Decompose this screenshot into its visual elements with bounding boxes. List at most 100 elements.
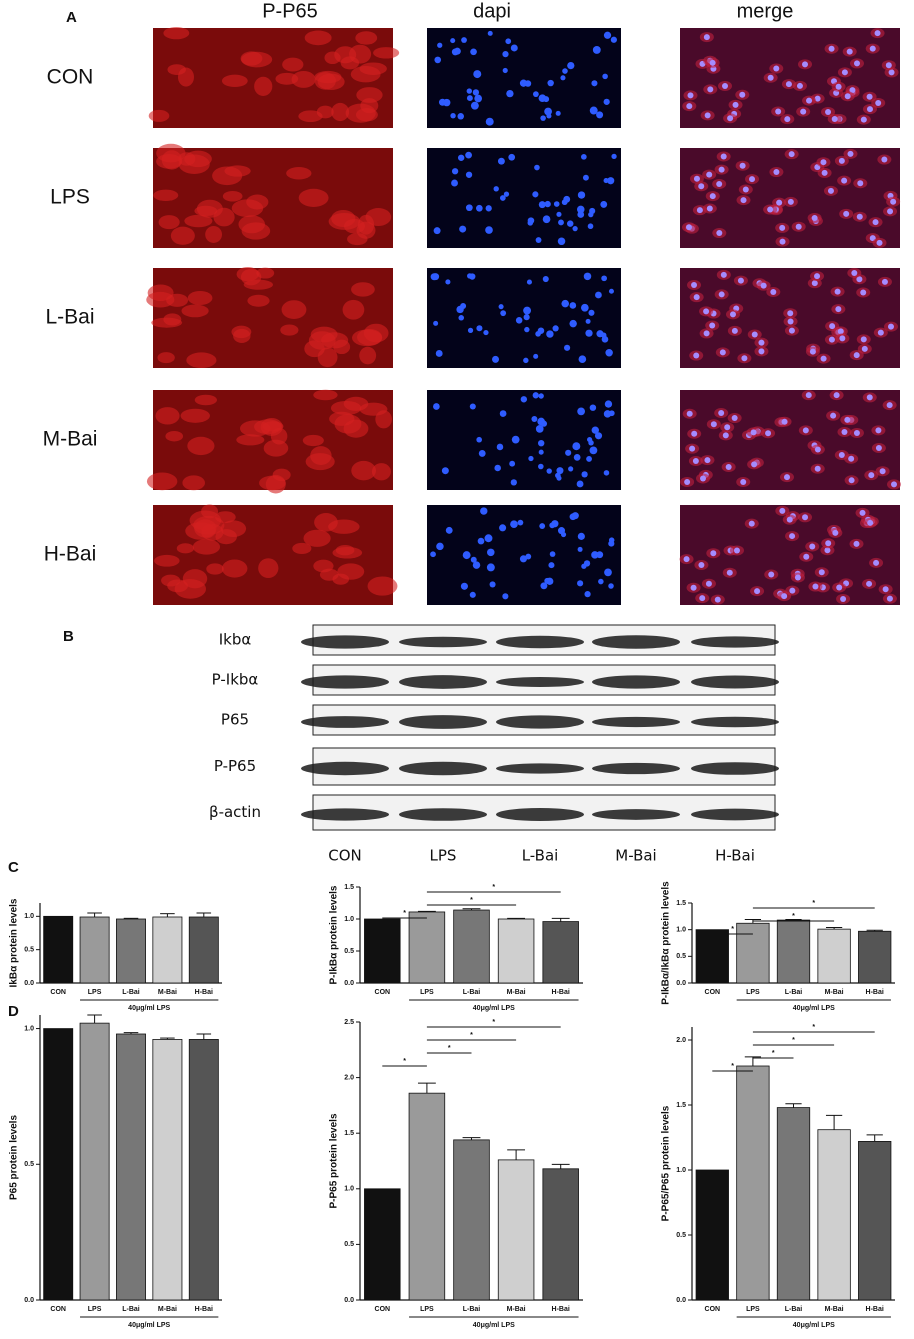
x-tick-label: CON [375,989,391,996]
nucleus [693,294,700,301]
cell [363,323,389,343]
y-tick-label: 0.0 [676,980,686,987]
nucleus [569,302,577,309]
nucleus [502,593,509,600]
nucleus [469,403,476,410]
nucleus [830,412,837,419]
band [399,715,487,729]
column-header: merge [737,0,794,22]
error-bar [866,1134,883,1142]
nucleus [569,319,577,328]
nucleus [505,38,512,45]
nucleus [844,93,851,100]
nucleus [533,353,539,359]
lane-label: LPS [430,847,457,865]
nucleus [450,38,456,44]
nucleus [789,587,796,594]
nucleus [472,561,481,569]
nucleus [580,303,589,312]
micrograph-bg [427,28,621,128]
nucleus [477,537,485,545]
error-bar [87,1014,102,1024]
cell [286,166,312,180]
y-tick-label: 1.5 [344,884,354,891]
x-tick-label: H-Bai [552,989,570,996]
nucleus [866,106,873,113]
cell [151,317,183,328]
nucleus [689,445,696,452]
cell [192,539,221,555]
nucleus [496,443,504,451]
cell [351,282,375,297]
group-label: 40μg/ml LPS [128,1005,170,1012]
nucleus [476,325,483,332]
micrograph [427,505,621,605]
nucleus [563,195,571,203]
nucleus [470,48,477,56]
nucleus [503,191,510,197]
cell [147,284,174,302]
nucleus [754,588,761,595]
error-bar [196,1033,212,1040]
panel-label: B [63,628,74,645]
nucleus [542,215,551,224]
nucleus [873,559,880,566]
nucleus [886,402,893,409]
nucleus [833,392,840,399]
y-tick-label: 0.0 [24,1297,34,1304]
nucleus [841,177,848,184]
cell [215,529,237,545]
cell [291,71,316,88]
cell [254,76,273,96]
nucleus [459,225,467,233]
nucleus [692,458,699,465]
nucleus [716,230,723,237]
nucleus [705,580,712,587]
nucleus [718,291,725,298]
bar [858,930,892,984]
micrograph [427,28,621,128]
nucleus [718,409,725,416]
nucleus [540,115,546,121]
nucleus [874,30,881,37]
cell [331,102,350,122]
bar [736,1065,770,1301]
blot-label: P65 [221,711,249,729]
nucleus [828,45,835,52]
nucleus [767,74,774,81]
nucleus [837,328,844,335]
y-tick-label: 1.0 [24,1025,34,1032]
x-tick-label: L-Bai [122,1306,140,1313]
nucleus [827,187,834,194]
nucleus [510,520,518,529]
row-label: CON [47,66,94,89]
cell [258,558,279,578]
nucleus [532,191,539,198]
nucleus [538,94,547,103]
nucleus [582,174,589,181]
nucleus [725,463,732,470]
cell [332,546,363,559]
nucleus [551,520,559,528]
nucleus [731,415,738,422]
bar [43,915,74,984]
nucleus [486,563,495,572]
y-tick-label: 0.0 [676,1297,686,1304]
cell [180,408,210,423]
nucleus [861,345,868,352]
error-bar [825,927,843,930]
micrograph [680,28,900,128]
nucleus [829,323,836,330]
nucleus [591,426,599,434]
group-label: 40μg/ml LPS [473,1005,515,1012]
nucleus [532,91,539,98]
nucleus [561,299,570,308]
nucleus [686,410,693,417]
nucleus [537,439,545,447]
nucleus [603,31,612,39]
nucleus [456,305,464,314]
nucleus [885,62,892,69]
x-tick-label: CON [50,1306,66,1313]
nucleus [882,586,889,593]
error-bar [551,917,570,922]
